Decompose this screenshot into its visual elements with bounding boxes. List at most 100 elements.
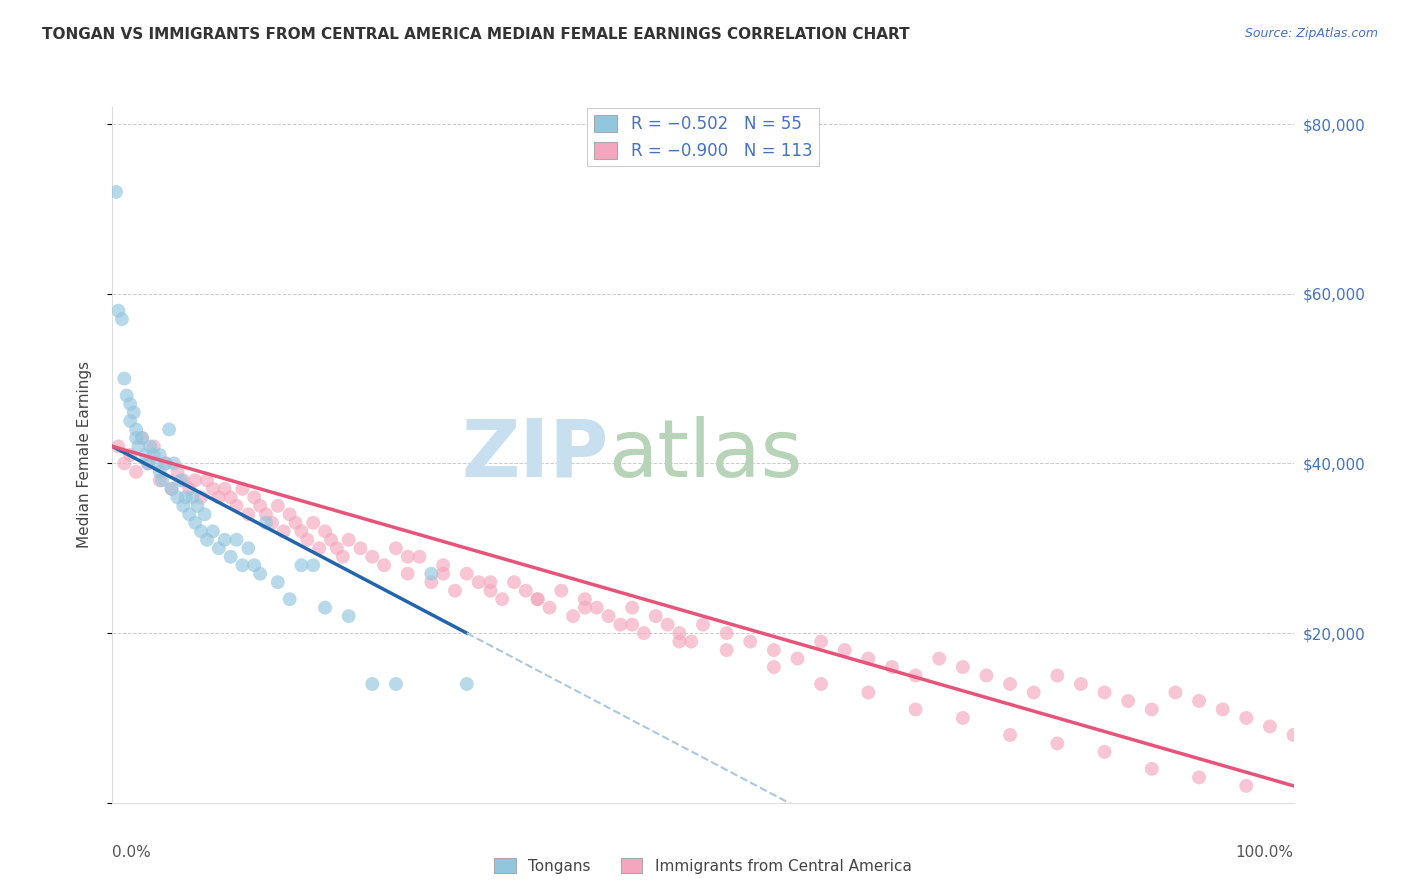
Point [308, 541, 330, 556]
Point [172, 499, 194, 513]
Point [1234, 711, 1257, 725]
Point [231, 482, 253, 496]
Point [107, 303, 129, 318]
Point [238, 508, 260, 522]
Point [928, 651, 950, 665]
Point [326, 541, 349, 556]
Point [585, 600, 607, 615]
Point [880, 660, 903, 674]
Point [574, 592, 596, 607]
Point [904, 668, 927, 682]
Point [786, 651, 808, 665]
Point [1234, 779, 1257, 793]
Point [125, 422, 148, 436]
Point [146, 457, 169, 471]
Legend: Tongans, Immigrants from Central America: Tongans, Immigrants from Central America [488, 852, 918, 880]
Point [408, 549, 430, 564]
Point [762, 643, 785, 657]
Point [260, 516, 283, 530]
Point [208, 491, 231, 505]
Point [131, 431, 153, 445]
Point [479, 575, 502, 590]
Point [254, 508, 277, 522]
Point [621, 617, 644, 632]
Point [190, 491, 212, 505]
Point [762, 660, 785, 674]
Point [125, 431, 148, 445]
Point [396, 549, 419, 564]
Point [550, 583, 572, 598]
Point [302, 558, 325, 573]
Point [195, 474, 218, 488]
Point [170, 474, 193, 488]
Point [349, 541, 371, 556]
Point [1140, 762, 1163, 776]
Point [120, 414, 142, 428]
Point [149, 465, 172, 479]
Point [184, 474, 207, 488]
Point [621, 600, 644, 615]
Point [1188, 694, 1211, 708]
Point [273, 524, 295, 539]
Point [214, 482, 236, 496]
Point [644, 609, 666, 624]
Point [1212, 702, 1234, 716]
Point [139, 439, 162, 453]
Point [952, 711, 974, 725]
Point [231, 558, 253, 573]
Point [219, 549, 242, 564]
Point [373, 558, 395, 573]
Point [681, 634, 703, 648]
Point [254, 516, 277, 530]
Text: atlas: atlas [609, 416, 803, 494]
Point [332, 549, 354, 564]
Point [302, 516, 325, 530]
Point [858, 685, 880, 699]
Point [179, 508, 201, 522]
Text: TONGAN VS IMMIGRANTS FROM CENTRAL AMERICA MEDIAN FEMALE EARNINGS CORRELATION CHA: TONGAN VS IMMIGRANTS FROM CENTRAL AMERIC… [42, 27, 910, 42]
Point [361, 677, 384, 691]
Point [160, 482, 183, 496]
Text: ZIP: ZIP [461, 416, 609, 494]
Point [194, 508, 217, 522]
Point [361, 549, 384, 564]
Point [186, 499, 208, 513]
Point [716, 626, 738, 640]
Point [179, 482, 201, 496]
Point [112, 457, 135, 471]
Point [225, 533, 247, 547]
Point [1094, 745, 1116, 759]
Point [201, 524, 224, 539]
Point [1046, 668, 1069, 682]
Point [142, 448, 165, 462]
Point [491, 592, 513, 607]
Point [1282, 728, 1305, 742]
Point [716, 643, 738, 657]
Point [125, 465, 148, 479]
Point [214, 533, 236, 547]
Point [834, 643, 856, 657]
Point [238, 541, 260, 556]
Point [112, 371, 135, 385]
Point [120, 397, 142, 411]
Point [122, 405, 145, 419]
Point [163, 457, 186, 471]
Point [858, 651, 880, 665]
Point [337, 533, 360, 547]
Point [120, 448, 142, 462]
Point [1070, 677, 1092, 691]
Point [243, 558, 266, 573]
Point [166, 465, 188, 479]
Point [1188, 770, 1211, 784]
Point [127, 439, 149, 453]
Point [314, 600, 336, 615]
Point [290, 524, 312, 539]
Point [444, 583, 467, 598]
Point [115, 388, 138, 402]
Point [385, 541, 408, 556]
Point [574, 600, 596, 615]
Point [297, 533, 319, 547]
Point [952, 660, 974, 674]
Point [526, 592, 548, 607]
Point [467, 575, 489, 590]
